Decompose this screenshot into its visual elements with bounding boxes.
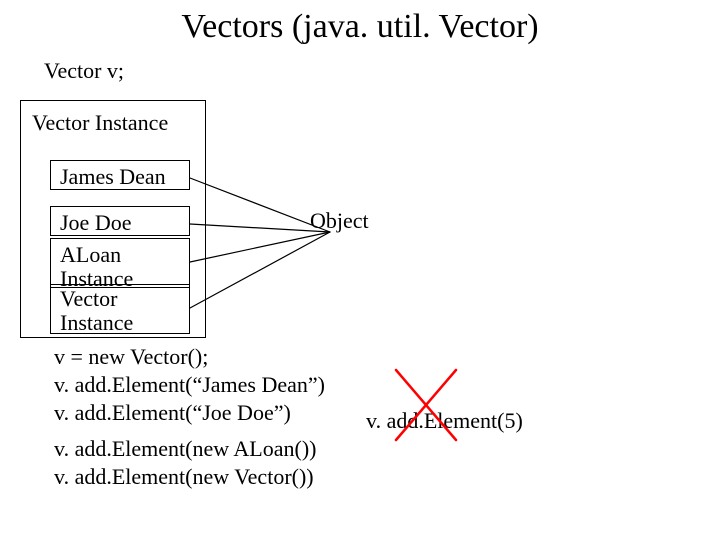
item-instance-2: Instance bbox=[60, 310, 133, 336]
code-line-5: v. add.Element(new Vector()) bbox=[54, 464, 314, 490]
code-line-2: v. add.Element(“James Dean”) bbox=[54, 372, 325, 398]
item-vector: Vector bbox=[60, 286, 117, 312]
object-label: Object bbox=[310, 208, 369, 234]
item-james-dean: James Dean bbox=[60, 164, 166, 190]
code-bad-call: v. add.Element(5) bbox=[366, 408, 523, 434]
code-line-1: v = new Vector(); bbox=[54, 344, 208, 370]
slide-stage: Vectors (java. util. Vector) Vector v; V… bbox=[0, 0, 720, 540]
code-line-3: v. add.Element(“Joe Doe”) bbox=[54, 400, 291, 426]
page-title: Vectors (java. util. Vector) bbox=[0, 8, 720, 46]
code-line-4: v. add.Element(new ALoan()) bbox=[54, 436, 316, 462]
item-aloan: ALoan bbox=[60, 242, 121, 268]
code-vector-v: Vector v; bbox=[44, 58, 124, 84]
item-joe-doe: Joe Doe bbox=[60, 210, 131, 236]
vector-instance-title: Vector Instance bbox=[32, 110, 168, 136]
